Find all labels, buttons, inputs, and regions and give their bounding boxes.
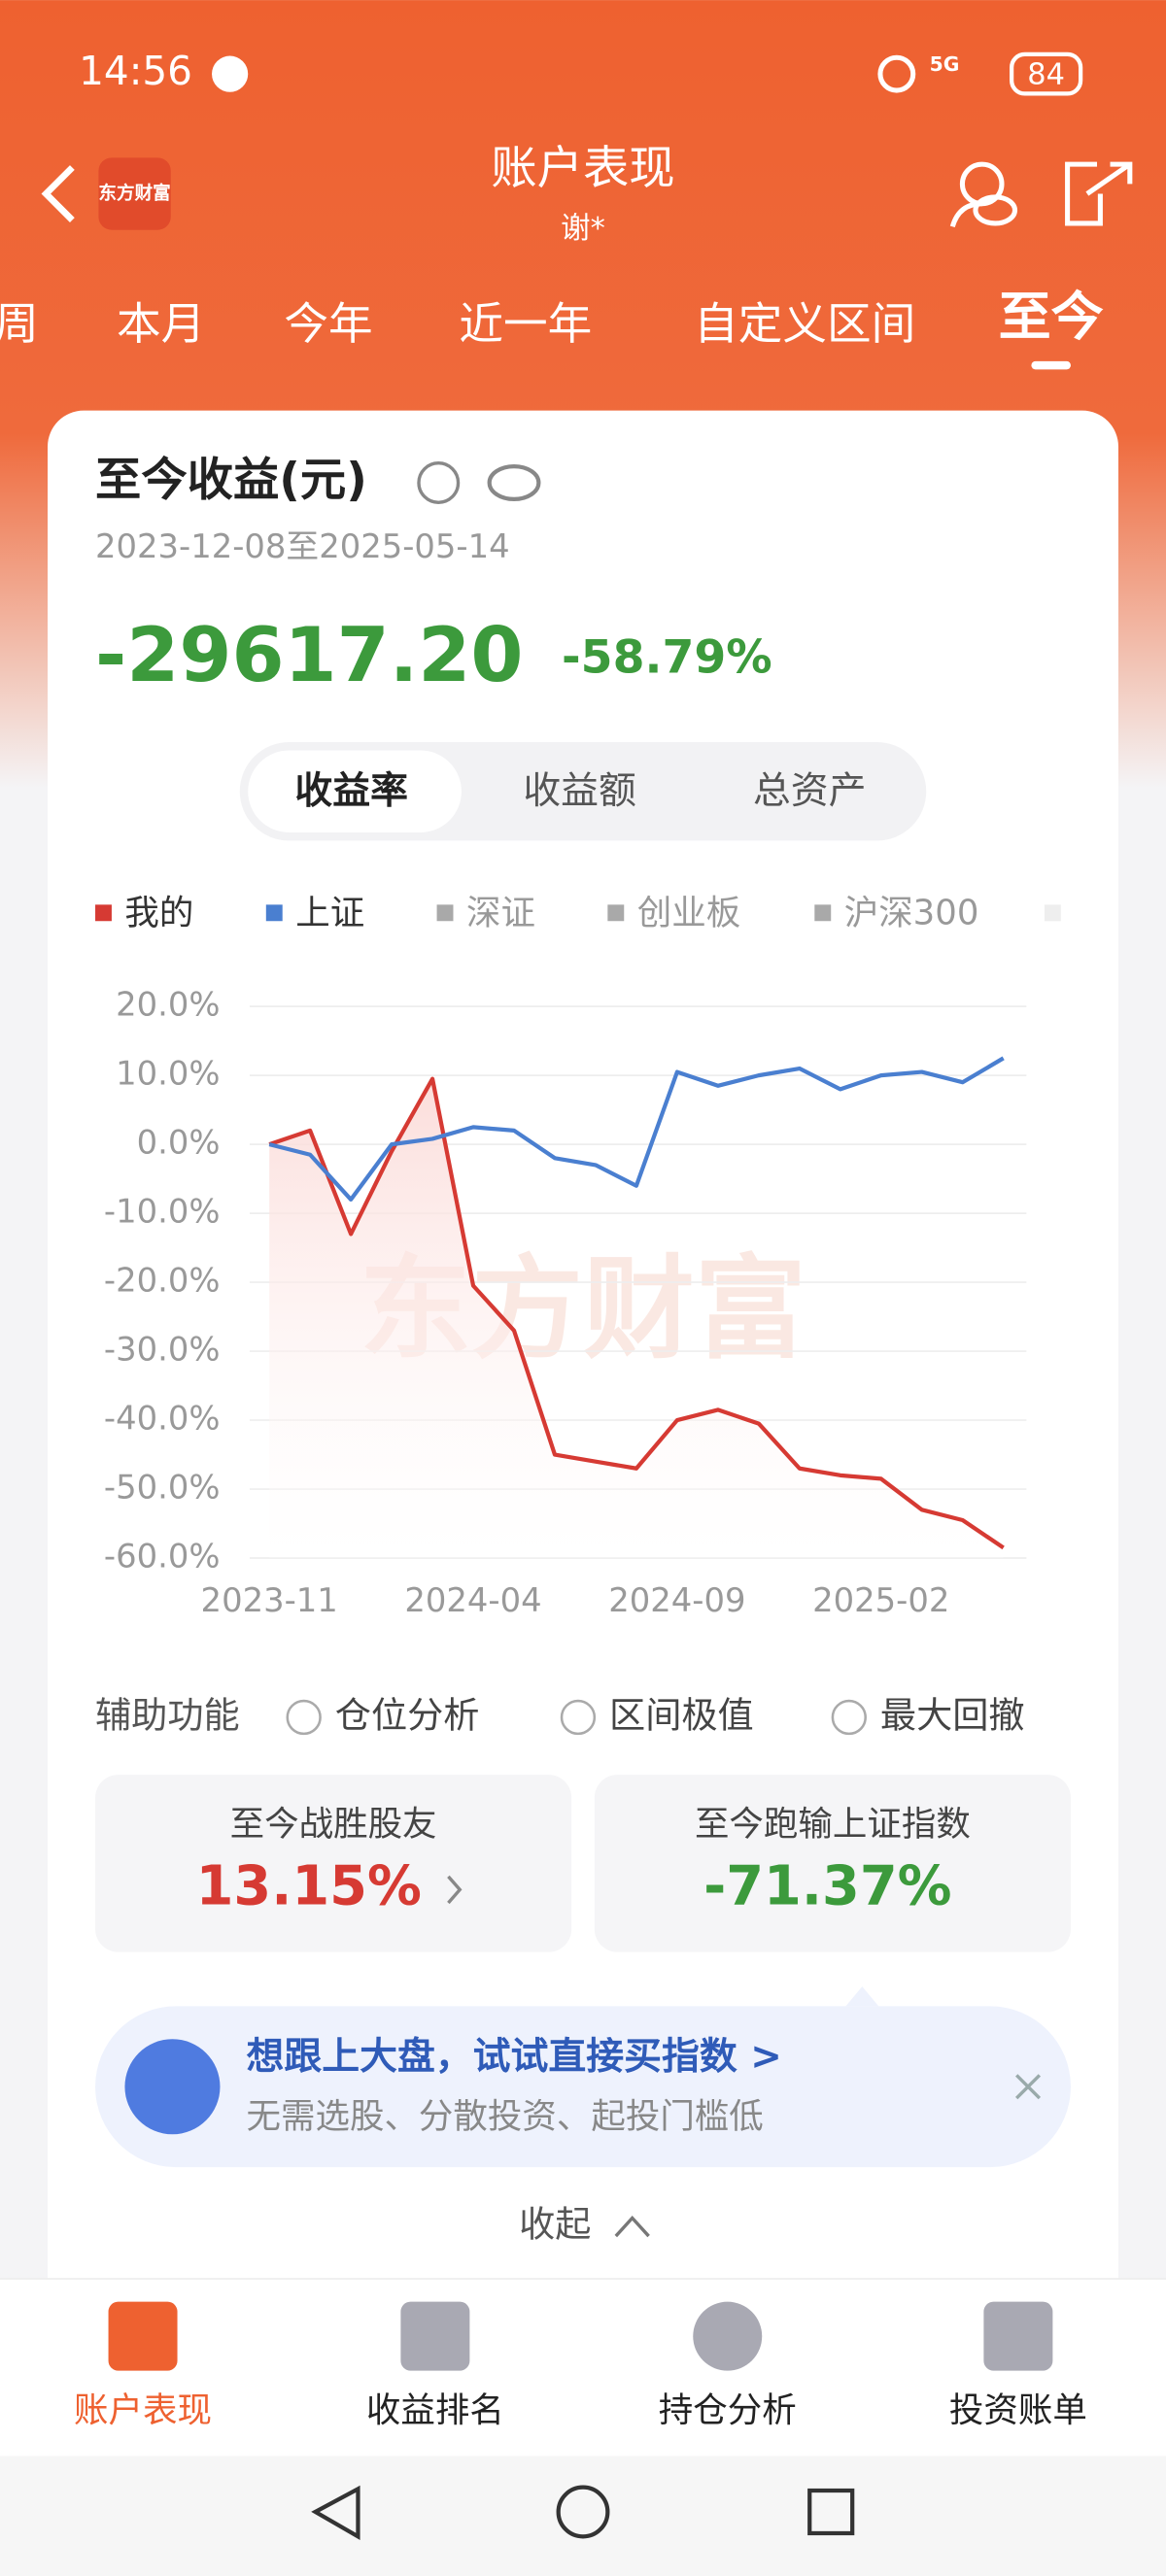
x-tick-label: 2023-11 xyxy=(201,1581,338,1619)
y-tick-label: -10.0% xyxy=(104,1193,221,1231)
legend-swatch[interactable] xyxy=(95,904,112,922)
stat-arrow[interactable] xyxy=(447,1875,463,1905)
tool-option[interactable]: 仓位分析 xyxy=(335,1693,480,1736)
segment[interactable]: 收益率 xyxy=(294,769,408,813)
tool-option[interactable]: 区间极值 xyxy=(609,1693,754,1736)
nav-label[interactable]: 投资账单 xyxy=(949,2390,1087,2430)
radio[interactable] xyxy=(831,1699,867,1736)
y-tick-label: 20.0% xyxy=(116,986,220,1024)
system-nav xyxy=(0,2456,1166,2576)
y-tick-label: -30.0% xyxy=(104,1331,221,1369)
stat-label: 至今跑输上证指数 xyxy=(695,1805,971,1845)
nav-home[interactable] xyxy=(556,2485,610,2539)
network: 5G xyxy=(930,52,960,76)
amount: -29617.20 xyxy=(95,612,523,699)
banner-title[interactable]: 想跟上大盘，试试直接买指数 > xyxy=(247,2035,782,2079)
y-tick-label: -40.0% xyxy=(104,1400,221,1438)
legend-swatch[interactable] xyxy=(265,904,283,922)
tab-indicator xyxy=(1031,360,1071,370)
summary-title: 至今收益(元) xyxy=(95,454,367,507)
stat-value: 13.15% xyxy=(196,1855,422,1918)
legend-label[interactable]: 我的 xyxy=(124,893,193,932)
area xyxy=(269,1078,1004,1559)
collapse[interactable]: 收起 xyxy=(519,2202,591,2245)
tab[interactable]: 自定义区间 xyxy=(694,298,915,350)
date-range: 2023-12-08至2025-05-14 xyxy=(95,527,510,565)
nav-label[interactable]: 账户表现 xyxy=(74,2390,212,2430)
legend-swatch[interactable] xyxy=(814,904,832,922)
line xyxy=(268,1076,1005,1550)
nav-icon[interactable] xyxy=(693,2301,763,2371)
y-tick-label: -50.0% xyxy=(104,1469,221,1507)
tab[interactable]: 近一年 xyxy=(459,298,592,350)
radio[interactable] xyxy=(560,1699,597,1736)
tools-label: 辅助功能 xyxy=(95,1693,240,1736)
header-subtitle: 谢* xyxy=(561,212,605,246)
header-title: 账户表现 xyxy=(491,142,674,195)
line xyxy=(268,1056,1005,1203)
stat-box xyxy=(594,1775,1071,1952)
tool-option[interactable]: 最大回撤 xyxy=(880,1693,1025,1736)
percent: -58.79% xyxy=(562,631,772,685)
y-tick-label: 0.0% xyxy=(137,1124,221,1162)
logo-text: 东方财富 xyxy=(98,183,170,204)
radio[interactable] xyxy=(286,1699,322,1736)
battery xyxy=(1010,51,1083,96)
info-icon[interactable] xyxy=(417,461,461,504)
tab[interactable]: 本月 xyxy=(117,298,205,350)
alarm-icon xyxy=(877,54,916,93)
segment[interactable]: 收益额 xyxy=(523,769,636,813)
bottom-nav xyxy=(0,2279,1166,2457)
nav-label[interactable]: 收益排名 xyxy=(366,2390,504,2430)
nav-back[interactable] xyxy=(311,2485,360,2541)
nav-label[interactable]: 持仓分析 xyxy=(659,2390,797,2430)
nav-icon[interactable] xyxy=(108,2301,178,2371)
segment-active xyxy=(248,750,462,832)
legend-label[interactable]: 上证 xyxy=(295,893,364,932)
y-tick-label: -60.0% xyxy=(104,1538,221,1576)
status-icon xyxy=(212,55,249,92)
tab[interactable]: 至今 xyxy=(999,286,1104,347)
status-time: 14:56 xyxy=(79,48,192,94)
share-icon[interactable] xyxy=(1065,161,1133,226)
banner-icon xyxy=(124,2039,221,2135)
legend-label[interactable]: 深证 xyxy=(466,893,535,932)
legend-label[interactable]: 创业板 xyxy=(637,893,740,932)
banner[interactable] xyxy=(95,2006,1071,2168)
legend-more xyxy=(1044,904,1061,922)
x-tick-label: 2024-04 xyxy=(404,1581,541,1619)
collapse-arrow[interactable] xyxy=(614,2215,650,2238)
user-icon[interactable] xyxy=(949,161,1018,228)
tab[interactable]: 周 xyxy=(0,298,39,350)
stat-value: -71.37% xyxy=(703,1855,951,1918)
eye-icon[interactable] xyxy=(487,463,541,501)
tab[interactable]: 今年 xyxy=(284,298,372,350)
stat-box[interactable] xyxy=(95,1775,572,1952)
stat-label: 至今战胜股友 xyxy=(230,1805,437,1845)
logo xyxy=(98,157,171,230)
y-tick-label: -20.0% xyxy=(104,1262,221,1300)
nav-recent[interactable] xyxy=(807,2488,855,2536)
nav-icon[interactable] xyxy=(400,2301,470,2371)
back-button[interactable] xyxy=(41,165,75,222)
x-tick-label: 2025-02 xyxy=(812,1581,949,1619)
legend-label[interactable]: 沪深300 xyxy=(844,893,979,932)
segment[interactable]: 总资产 xyxy=(753,769,867,813)
nav-icon[interactable] xyxy=(983,2301,1053,2371)
banner-close[interactable] xyxy=(1015,2074,1042,2100)
banner-text: 无需选股、分散投资、起投门槛低 xyxy=(247,2096,764,2136)
legend-swatch[interactable] xyxy=(436,904,454,922)
y-tick-label: 10.0% xyxy=(116,1055,220,1093)
legend-swatch[interactable] xyxy=(607,904,625,922)
banner-pointer xyxy=(845,1986,879,2007)
x-tick-label: 2024-09 xyxy=(608,1581,745,1619)
battery-level: 84 xyxy=(1027,57,1065,91)
